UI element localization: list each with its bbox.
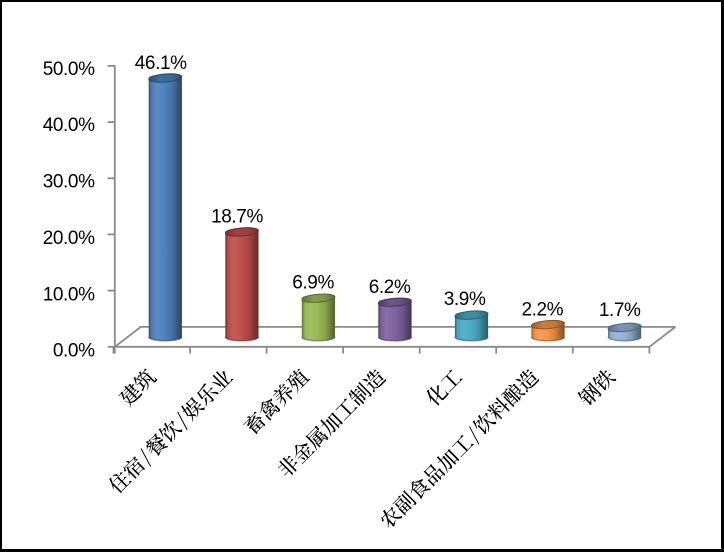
- svg-text:6.9%: 6.9%: [292, 272, 334, 293]
- svg-text:6.2%: 6.2%: [369, 277, 411, 298]
- svg-text:0.0%: 0.0%: [53, 341, 95, 362]
- svg-text:3.9%: 3.9%: [444, 289, 486, 310]
- svg-text:46.1%: 46.1%: [135, 53, 187, 74]
- svg-text:1.7%: 1.7%: [599, 300, 641, 321]
- svg-text:40.0%: 40.0%: [43, 115, 95, 136]
- svg-text:20.0%: 20.0%: [43, 228, 95, 249]
- svg-text:2.2%: 2.2%: [521, 300, 563, 321]
- svg-text:10.0%: 10.0%: [43, 284, 95, 305]
- svg-text:18.7%: 18.7%: [211, 206, 263, 227]
- svg-text:30.0%: 30.0%: [43, 172, 95, 193]
- svg-text:50.0%: 50.0%: [43, 59, 95, 80]
